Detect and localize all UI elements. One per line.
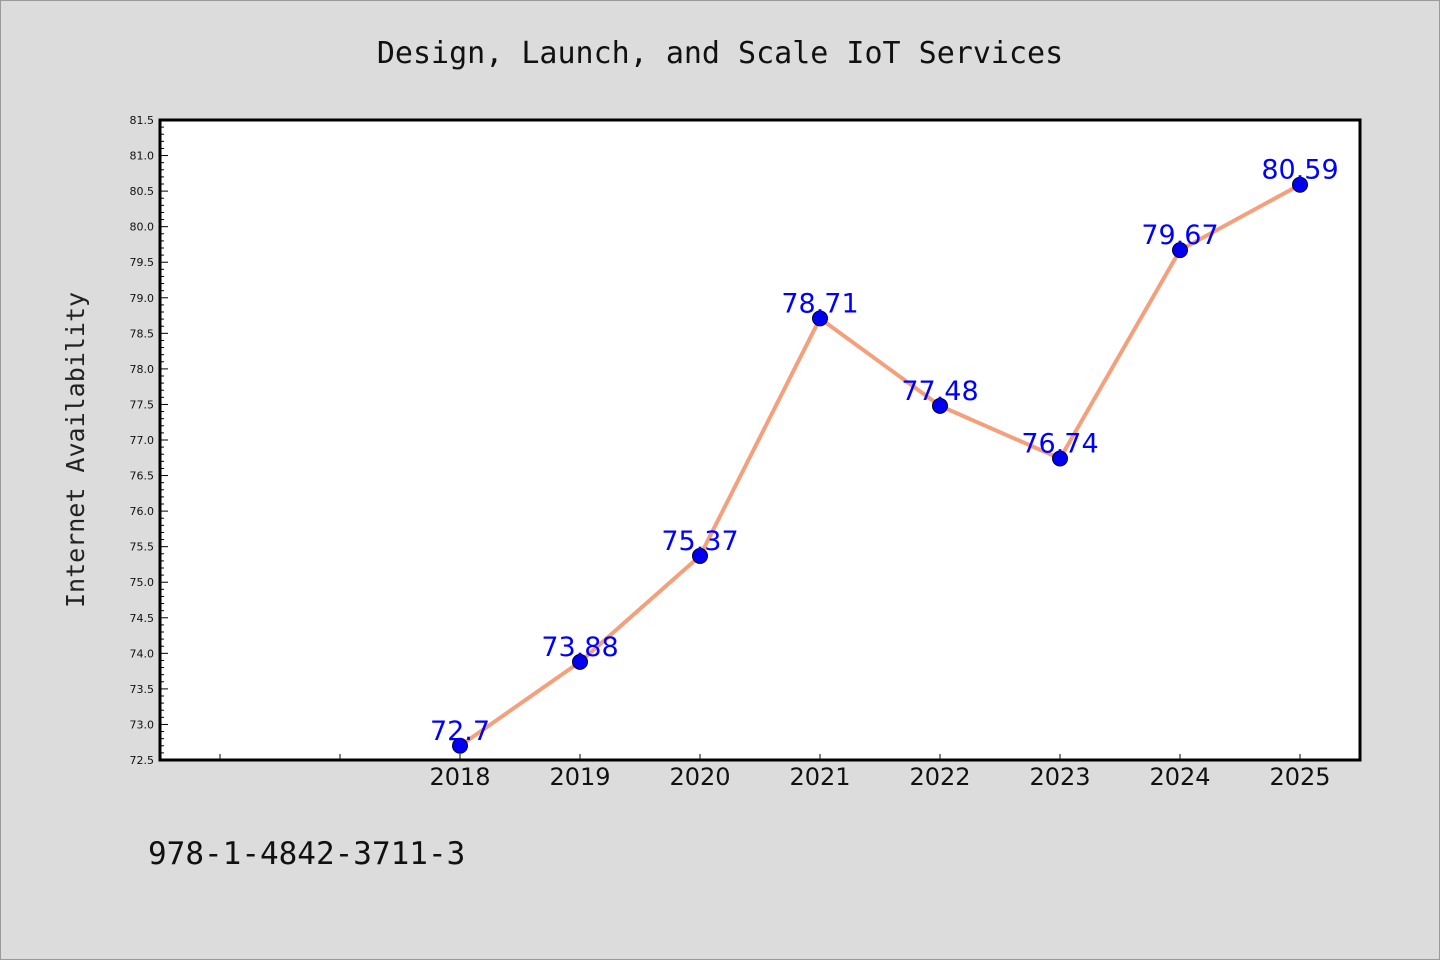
footer-isbn: 978-1-4842-3711-3	[148, 836, 465, 872]
data-label: 72.7	[430, 716, 490, 747]
y-tick-label: 75.5	[130, 541, 155, 554]
x-tick-label: 2018	[429, 763, 490, 791]
y-tick-label: 74.0	[130, 647, 155, 660]
x-tick-label: 2019	[549, 763, 610, 791]
x-tick-label: 2020	[669, 763, 730, 791]
data-point	[452, 737, 468, 754]
y-tick-label: 72.5	[130, 754, 155, 767]
data-point	[692, 547, 708, 564]
chart-title: Design, Launch, and Scale IoT Services	[377, 36, 1063, 71]
y-tick-label: 79.5	[130, 256, 155, 269]
data-label: 79.67	[1141, 220, 1218, 251]
y-tick-label: 76.5	[130, 470, 155, 483]
y-tick-label: 80.5	[130, 185, 155, 198]
y-tick-label: 80.0	[130, 221, 155, 234]
y-tick-label: 73.0	[130, 718, 155, 731]
x-tick-label: 2023	[1029, 763, 1090, 791]
data-label: 73.88	[541, 632, 618, 663]
data-point	[812, 310, 828, 327]
y-tick-label: 79.0	[130, 292, 155, 305]
x-axis-ticks: 2018 2019 2020 2021 2022 2023 2024 2025	[219, 754, 1331, 791]
series-layer: 72.7 73.88 75.37 78.71 77.48 76.74 79.67 80.59	[430, 155, 1339, 754]
data-point	[1052, 450, 1068, 467]
y-tick-label: 81.5	[130, 114, 155, 127]
data-point	[1172, 242, 1188, 259]
data-label: 75.37	[661, 526, 738, 557]
y-tick-label: 77.5	[130, 398, 155, 411]
data-label: 78.71	[781, 288, 858, 319]
data-label: 77.48	[901, 376, 978, 407]
y-tick-label: 74.5	[130, 612, 155, 625]
y-tick-label: 73.5	[130, 683, 155, 696]
data-point	[572, 653, 588, 670]
plot-border	[158, 118, 1362, 762]
y-tick-label: 76.0	[130, 505, 155, 518]
y-tick-label: 81.0	[130, 150, 155, 163]
y-tick-label: 75.0	[130, 576, 155, 589]
data-label: 76.74	[1021, 428, 1098, 459]
x-tick-label: 2022	[909, 763, 970, 791]
x-tick-label: 2024	[1149, 763, 1210, 791]
series-line	[458, 182, 1302, 748]
y-tick-label: 78.5	[130, 327, 155, 340]
y-tick-label: 77.0	[130, 434, 155, 447]
x-tick-label: 2025	[1269, 763, 1330, 791]
y-axis-label: Internet Availability	[61, 292, 90, 608]
data-point	[1292, 176, 1308, 193]
x-tick-label: 2021	[789, 763, 850, 791]
data-point	[932, 397, 948, 414]
y-tick-label: 78.0	[130, 363, 155, 376]
data-label: 80.59	[1261, 155, 1338, 186]
